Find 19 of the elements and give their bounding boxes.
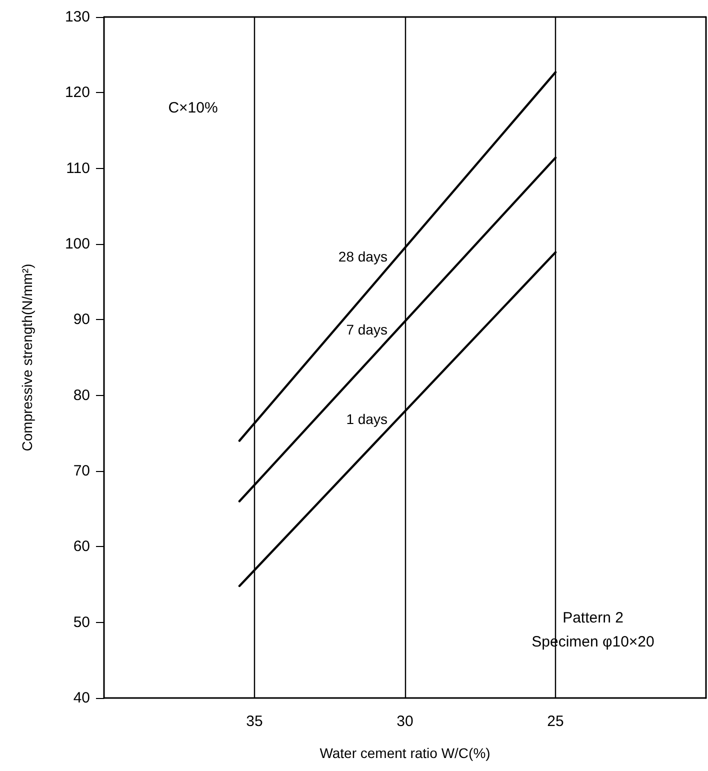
x-axis-title: Water cement ratio W/C(%) bbox=[320, 745, 490, 761]
y-tick-label: 100 bbox=[64, 236, 90, 252]
y-tick-label: 60 bbox=[73, 538, 90, 556]
y-tick-label: 40 bbox=[73, 690, 90, 706]
x-tick-label: 30 bbox=[396, 713, 414, 730]
y-tick-label: 120 bbox=[64, 84, 90, 102]
x-tick-label: 35 bbox=[246, 713, 263, 730]
y-tick-label: 90 bbox=[73, 311, 90, 328]
series-label: 7 days bbox=[346, 322, 388, 338]
series-label: 1 days bbox=[346, 411, 388, 428]
y-tick-label: 50 bbox=[73, 614, 90, 631]
y-tick-label: 80 bbox=[73, 386, 90, 404]
y-tick-label: 110 bbox=[66, 160, 90, 177]
y-axis-title: Compressive strength(N/mm²) bbox=[19, 264, 35, 452]
series-label: 28 days bbox=[338, 248, 388, 264]
y-tick-label: 130 bbox=[64, 8, 90, 26]
y-tick-label: 70 bbox=[73, 462, 90, 480]
annotation: C×10% bbox=[168, 100, 218, 116]
x-tick-label: 25 bbox=[547, 713, 564, 730]
